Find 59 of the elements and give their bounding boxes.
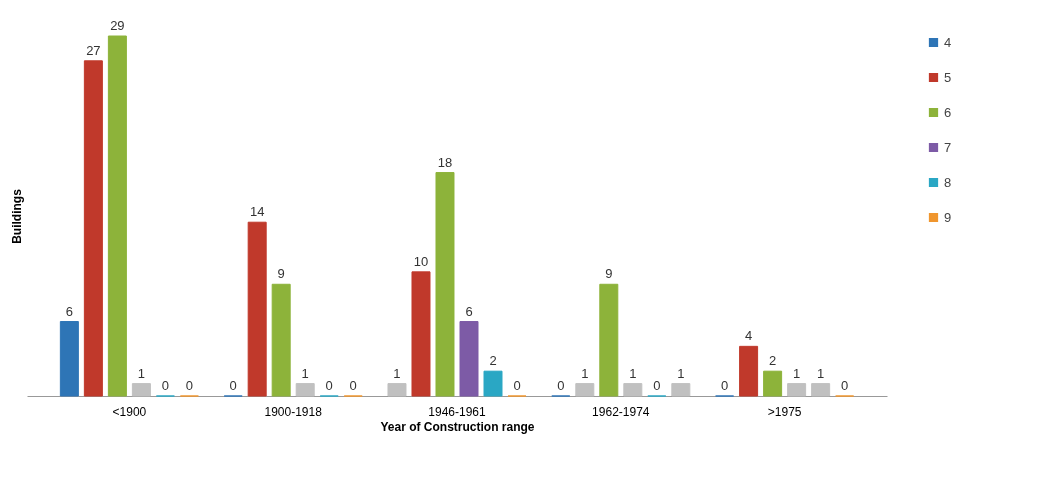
data-label: 18 xyxy=(437,154,453,170)
legend-label: 8 xyxy=(944,174,952,190)
data-label: 9 xyxy=(277,266,285,282)
data-label: 9 xyxy=(605,266,613,282)
bar xyxy=(483,370,503,397)
data-label: 1 xyxy=(137,365,145,381)
bar xyxy=(459,321,479,397)
legend-label: 7 xyxy=(944,139,952,155)
data-label: 1 xyxy=(677,365,685,381)
data-label: 0 xyxy=(513,378,521,393)
data-label: 0 xyxy=(349,378,357,393)
data-label: 2 xyxy=(769,353,777,369)
bar xyxy=(59,321,79,397)
bar xyxy=(247,221,267,397)
data-label: 4 xyxy=(744,328,753,344)
data-label: 0 xyxy=(841,378,849,393)
x-axis-title: Year of Construction range xyxy=(380,419,535,434)
bar xyxy=(435,172,455,397)
bar xyxy=(763,370,783,397)
data-label: 14 xyxy=(249,204,265,220)
bar xyxy=(107,35,127,397)
x-tick-label: 1962-1974 xyxy=(592,404,650,419)
legend-label: 4 xyxy=(944,34,952,50)
x-tick-label: <1900 xyxy=(112,404,147,419)
data-label: 1 xyxy=(629,365,637,381)
x-tick-label: 1946-1961 xyxy=(428,404,487,419)
data-label: 0 xyxy=(229,378,237,393)
bar xyxy=(623,383,643,397)
data-label: 1 xyxy=(301,365,309,381)
data-label: 2 xyxy=(489,353,497,369)
bar xyxy=(599,283,619,397)
legend-label: 5 xyxy=(944,69,952,85)
data-label: 0 xyxy=(557,378,565,393)
bar xyxy=(83,60,103,397)
data-label: 0 xyxy=(161,378,170,393)
bar xyxy=(739,345,759,397)
x-tick-label: 1900-1918 xyxy=(264,404,323,419)
x-tick-label: >1975 xyxy=(767,404,802,419)
bar xyxy=(295,383,315,397)
bar xyxy=(787,383,807,397)
data-label: 27 xyxy=(86,42,101,58)
data-label: 29 xyxy=(110,18,125,33)
data-label: 1 xyxy=(817,365,825,381)
data-label: 1 xyxy=(793,365,801,381)
data-label: 0 xyxy=(185,378,194,393)
data-label: 0 xyxy=(325,378,333,393)
data-label: 1 xyxy=(581,365,589,381)
data-label: 0 xyxy=(720,378,729,393)
bar xyxy=(411,271,431,397)
bar xyxy=(271,283,291,397)
data-label: 1 xyxy=(393,365,401,381)
bar xyxy=(131,383,151,397)
y-axis-title: Buildings xyxy=(9,188,24,244)
data-label: 10 xyxy=(413,253,429,269)
data-label: 6 xyxy=(65,303,73,319)
legend-label: 6 xyxy=(944,104,952,120)
data-label: 0 xyxy=(653,378,661,393)
data-label: 6 xyxy=(465,303,473,319)
legend-label: 9 xyxy=(944,209,952,225)
